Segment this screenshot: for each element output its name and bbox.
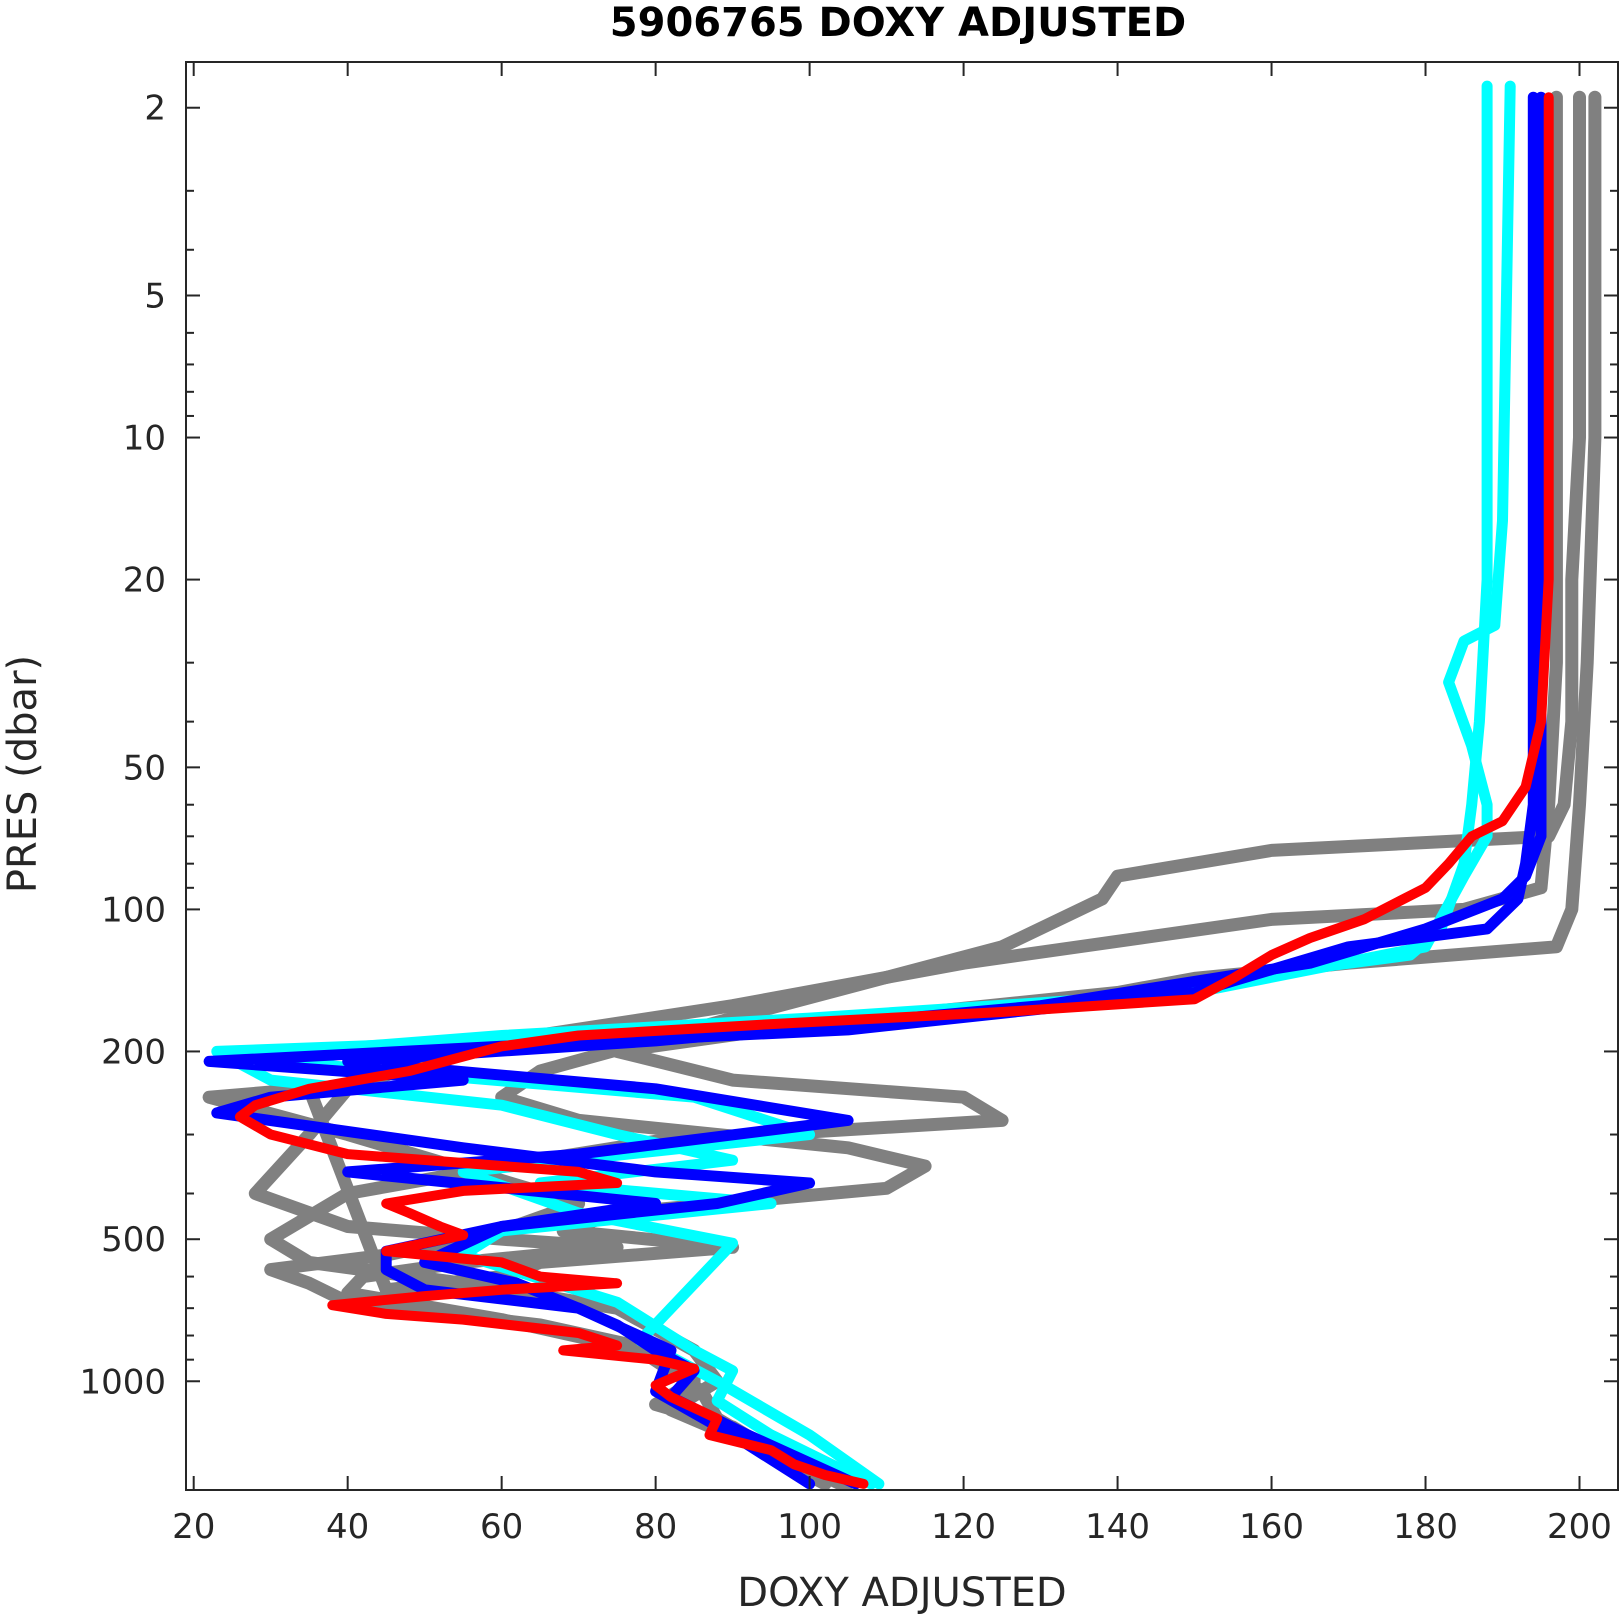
y-tick-label: 5 — [144, 276, 166, 316]
y-tick-label: 20 — [123, 561, 166, 601]
plot-frame — [185, 61, 1619, 1491]
y-tick-label: 1000 — [79, 1362, 166, 1402]
x-tick-label: 80 — [634, 1507, 677, 1547]
profile-line-blue-6 — [342, 91, 1547, 1490]
profile-line-red-7 — [234, 92, 1554, 1489]
chart-title: 5906765 DOXY ADJUSTED — [610, 0, 1186, 46]
x-axis-label: DOXY ADJUSTED — [737, 1570, 1066, 1616]
y-tick-label: 500 — [101, 1220, 166, 1260]
x-axis-ticks: 20 40 60 80 100 120 140 160 180 200 — [172, 62, 1612, 1547]
x-tick-label: 140 — [1085, 1507, 1150, 1547]
profile-line-blue-5 — [203, 91, 1539, 1490]
y-tick-label: 200 — [101, 1032, 166, 1072]
x-tick-label: 40 — [326, 1507, 369, 1547]
y-tick-label: 10 — [123, 419, 166, 459]
profile-line-cyan-3 — [211, 80, 1493, 1490]
x-tick-label: 120 — [931, 1507, 996, 1547]
x-tick-label: 20 — [172, 1507, 215, 1547]
x-tick-label: 60 — [480, 1507, 523, 1547]
profile-series-group — [202, 80, 1602, 1491]
x-tick-label: 100 — [777, 1507, 842, 1547]
y-tick-label: 2 — [144, 89, 166, 129]
y-tick-label: 50 — [123, 748, 166, 788]
x-tick-label: 180 — [1393, 1507, 1458, 1547]
y-axis-label: PRES (dbar) — [0, 655, 46, 893]
x-tick-label: 200 — [1547, 1507, 1612, 1547]
y-axis-ticks: 2 5 10 20 50 100 200 500 1000 — [79, 89, 1618, 1402]
x-tick-label: 160 — [1239, 1507, 1304, 1547]
y-tick-label: 100 — [101, 890, 166, 930]
